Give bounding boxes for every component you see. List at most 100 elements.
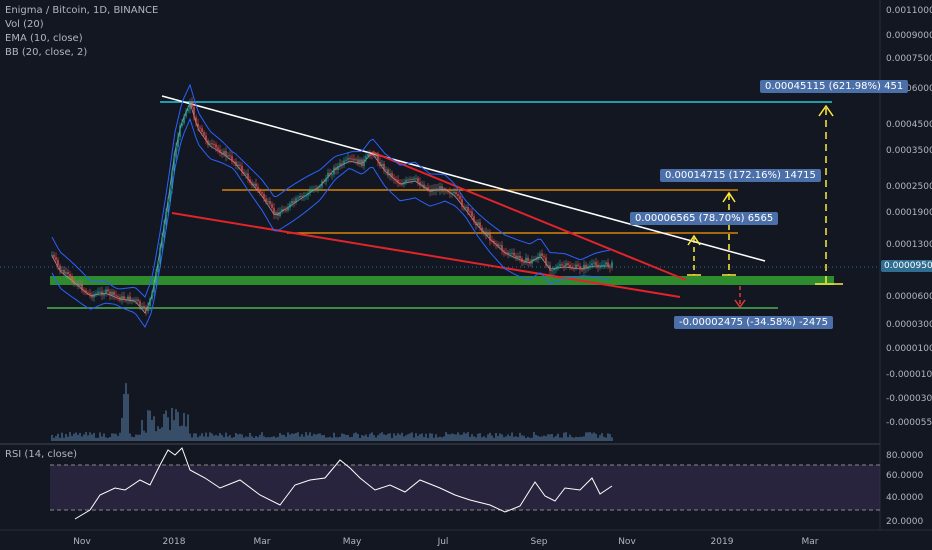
candle-body: [53, 254, 55, 258]
time-axis-label: Nov: [618, 537, 636, 547]
volume-bar: [215, 434, 217, 441]
candle-body: [603, 264, 605, 266]
candle-body: [467, 207, 469, 212]
volume-bar: [187, 414, 189, 441]
chart-legend: Enigma / Bitcoin, 1D, BINANCE Vol (20) E…: [5, 4, 158, 60]
volume-bar: [609, 434, 611, 441]
candle-body: [547, 265, 549, 267]
candle-body: [291, 201, 293, 204]
volume-bar: [601, 433, 603, 441]
candle-body: [483, 231, 485, 233]
legend-bb[interactable]: BB (20, close, 2): [5, 47, 88, 58]
candle-body: [359, 159, 361, 165]
volume-bar: [473, 436, 475, 441]
candle-body: [347, 158, 349, 160]
measure-arrowhead-down: [734, 299, 746, 309]
candle-body: [373, 154, 375, 156]
volume-bar: [577, 437, 579, 441]
candle-body: [137, 299, 139, 302]
annotation-target-3[interactable]: 0.00006565 (78.70%) 6565: [630, 212, 779, 225]
candle-body: [585, 264, 587, 269]
candle-body: [235, 161, 237, 166]
candle-body: [247, 173, 249, 180]
volume-bar: [405, 435, 407, 441]
candle-body: [609, 266, 611, 268]
candle-body: [447, 191, 449, 193]
volume-bar: [533, 432, 535, 441]
candle-body: [541, 253, 543, 257]
volume-bar: [267, 437, 269, 441]
legend-vol[interactable]: Vol (20): [5, 19, 44, 30]
volume-bar: [483, 436, 485, 441]
volume-bar: [515, 436, 517, 441]
candle-body: [319, 186, 321, 188]
candle-body: [275, 212, 277, 215]
candle-body: [425, 187, 427, 189]
candle-body: [271, 204, 273, 208]
volume-bar: [59, 437, 61, 441]
candle-body: [429, 189, 431, 192]
candle-body: [595, 262, 597, 265]
volume-bar: [153, 416, 155, 441]
volume-bar: [369, 433, 371, 441]
annotation-downside[interactable]: -0.00002475 (-34.58%) -2475: [674, 316, 834, 329]
candle-body: [85, 290, 87, 293]
candle-body: [573, 267, 575, 269]
wedge-lower-line[interactable]: [171, 212, 681, 298]
descending-resistance-line[interactable]: [161, 95, 766, 262]
candle-body: [121, 296, 123, 301]
candle-body: [457, 194, 459, 196]
candle-body: [537, 256, 539, 260]
candle-body: [183, 116, 185, 123]
candlesticks[interactable]: [51, 97, 613, 316]
volume-bar: [107, 437, 109, 441]
candle-body: [509, 253, 511, 255]
candle-body: [479, 222, 481, 228]
candle-body: [605, 262, 607, 265]
volume-bar: [73, 433, 75, 441]
rsi-axis-label: 80.0000: [886, 451, 923, 461]
candle-body: [259, 190, 261, 193]
volume-bar: [157, 426, 159, 441]
volume-bar: [261, 432, 263, 441]
volume-bar: [559, 437, 561, 441]
candle-body: [283, 209, 285, 211]
candle-body: [485, 231, 487, 236]
legend-rsi[interactable]: RSI (14, close): [5, 449, 78, 460]
candle-body: [377, 155, 379, 162]
candle-body: [189, 101, 191, 110]
volume-bar: [495, 433, 497, 441]
candle-body: [155, 272, 157, 283]
symbol-title[interactable]: Enigma / Bitcoin, 1D, BINANCE: [5, 5, 159, 16]
annotation-target-2[interactable]: 0.00014715 (172.16%) 14715: [660, 169, 821, 182]
volume-bar: [575, 436, 577, 441]
candle-body: [401, 184, 403, 186]
candle-body: [253, 183, 255, 186]
volume-bar: [159, 428, 161, 441]
candle-body: [577, 264, 579, 267]
candle-body: [321, 181, 323, 187]
support-zone[interactable]: [50, 276, 834, 285]
rsi-band: [50, 465, 880, 510]
legend-ema[interactable]: EMA (10, close): [5, 33, 83, 44]
volume-bar: [419, 434, 421, 441]
annotation-target-1[interactable]: 0.00045115 (621.98%) 451: [760, 80, 909, 93]
candle-body: [389, 173, 391, 176]
candle-body: [139, 301, 141, 307]
candle-body: [153, 282, 155, 293]
candle-body: [135, 299, 137, 301]
volume-bar: [477, 433, 479, 441]
volume-bar: [117, 435, 119, 441]
candle-body: [575, 264, 577, 268]
candle-body: [207, 140, 209, 145]
volume-bar: [387, 433, 389, 441]
candle-body: [105, 289, 107, 294]
volume-bar: [249, 432, 251, 441]
candle-body: [203, 132, 205, 136]
wedge-upper-line[interactable]: [371, 151, 687, 281]
candle-body: [303, 195, 305, 197]
